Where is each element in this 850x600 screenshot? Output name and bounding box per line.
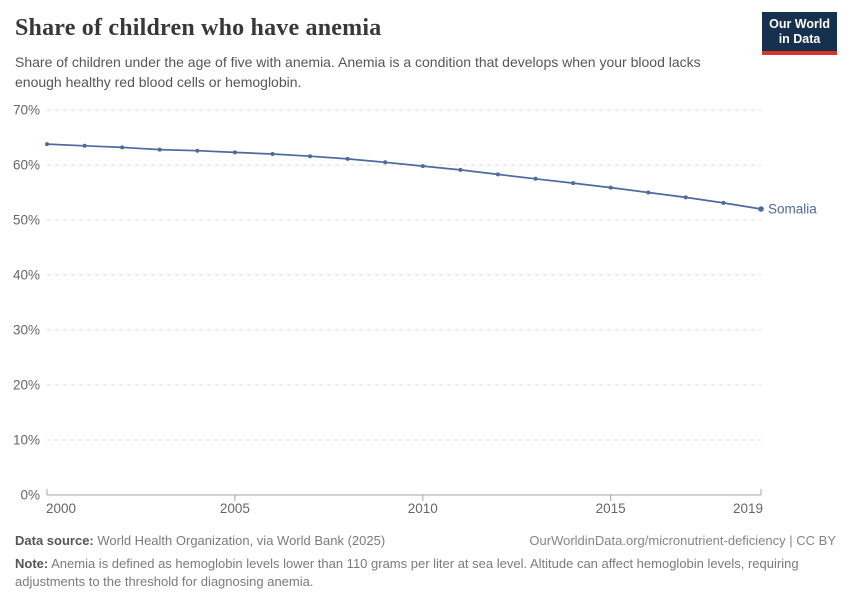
y-tick-label: 0% — [20, 488, 40, 503]
owid-logo[interactable]: Our World in Data — [762, 12, 837, 55]
somalia-line[interactable] — [46, 143, 762, 210]
x-tick-label: 2010 — [408, 501, 438, 516]
data-point[interactable] — [533, 176, 538, 181]
y-tick-label: 60% — [13, 158, 40, 173]
data-point[interactable] — [82, 143, 87, 148]
data-point[interactable] — [308, 154, 313, 159]
data-point[interactable] — [195, 148, 200, 153]
y-tick-label: 40% — [13, 268, 40, 283]
data-source-label: Data source: — [15, 533, 94, 548]
data-source-text: World Health Organization, via World Ban… — [93, 533, 386, 548]
chart-note: Note: Anemia is defined as hemoglobin le… — [15, 555, 836, 591]
chart-subtitle: Share of children under the age of five … — [15, 52, 775, 93]
subtitle-line2: enough healthy red blood cells or hemogl… — [15, 74, 302, 91]
data-point[interactable] — [571, 181, 576, 186]
entity-label-somalia[interactable]: Somalia — [768, 202, 817, 217]
x-tick-label: 2019 — [733, 501, 763, 516]
y-tick-label: 10% — [13, 433, 40, 448]
x-tick-label: 2000 — [46, 501, 76, 516]
x-tick-label: 2005 — [220, 501, 250, 516]
data-point[interactable] — [232, 150, 237, 155]
data-point[interactable] — [495, 172, 500, 177]
chart-footer: Data source: World Health Organization, … — [15, 532, 836, 591]
line-chart: 0% 10% 20% 30% 40% 50% 60% 70% 2000 2005 2010 2015 2… — [13, 103, 817, 517]
y-tick-label: 50% — [13, 213, 40, 228]
y-tick-label: 20% — [13, 378, 40, 393]
x-tick-label: 2015 — [596, 501, 626, 516]
data-point[interactable] — [721, 200, 726, 205]
data-point[interactable] — [270, 152, 275, 156]
data-point[interactable] — [758, 206, 764, 212]
data-point[interactable] — [420, 164, 425, 169]
data-point[interactable] — [120, 145, 125, 150]
page-title: Share of children who have anemia — [15, 15, 382, 41]
y-tick-label: 70% — [13, 103, 40, 118]
owid-logo-line2: in Data — [778, 31, 821, 46]
data-point[interactable] — [608, 185, 613, 190]
note-label: Note: — [15, 555, 49, 571]
data-point[interactable] — [157, 147, 162, 152]
y-tick-label: 30% — [13, 323, 40, 338]
attribution-link[interactable]: OurWorldinData.org/micronutrient-deficie… — [529, 533, 836, 548]
data-point[interactable] — [383, 160, 388, 165]
note-line2: adjustments to the threshold for diagnos… — [15, 573, 314, 589]
data-point[interactable] — [646, 190, 651, 195]
data-point[interactable] — [458, 167, 463, 172]
data-source: Data source: World Health Organization, … — [15, 532, 385, 550]
data-point[interactable] — [45, 142, 49, 147]
data-point[interactable] — [683, 195, 688, 200]
note-line1: Anemia is defined as hemoglobin levels l… — [48, 555, 799, 571]
data-point[interactable] — [345, 156, 350, 161]
owid-logo-line1: Our World — [769, 17, 830, 31]
subtitle-line1: Share of children under the age of five … — [15, 54, 701, 70]
